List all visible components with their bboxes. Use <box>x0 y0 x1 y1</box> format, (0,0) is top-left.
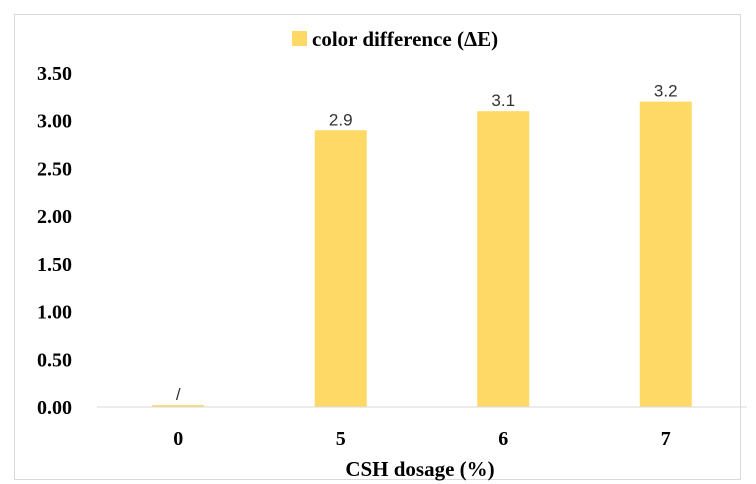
x-axis-tick-labels: 0 5 6 7 <box>173 428 671 450</box>
y-tick-label: 0.00 <box>37 397 72 419</box>
bar <box>639 101 692 407</box>
y-axis-tick-labels: 0.00 0.50 1.00 1.50 2.00 2.50 3.00 3.50 <box>37 63 72 419</box>
y-tick-label: 3.50 <box>37 63 72 85</box>
bar <box>477 111 530 408</box>
chart-frame <box>14 14 741 480</box>
y-tick-label: 0.50 <box>37 349 72 371</box>
y-tick-label: 1.00 <box>37 302 72 324</box>
x-tick-label: 7 <box>661 428 671 450</box>
x-tick-label: 0 <box>173 428 183 450</box>
legend: color difference (ΔE) <box>292 27 498 51</box>
legend-swatch <box>292 31 307 46</box>
legend-label: color difference (ΔE) <box>312 27 498 51</box>
data-label: 3.1 <box>491 91 515 110</box>
bars <box>152 101 692 408</box>
bar <box>152 405 205 407</box>
y-tick-label: 1.50 <box>37 254 72 276</box>
bar <box>314 130 367 407</box>
data-label: 3.2 <box>654 82 678 101</box>
y-tick-label: 2.50 <box>37 158 72 180</box>
y-tick-label: 2.00 <box>37 206 72 228</box>
x-tick-label: 6 <box>498 428 508 450</box>
data-label: 2.9 <box>329 110 353 129</box>
data-labels: / 2.9 3.1 3.2 <box>176 82 678 404</box>
x-tick-label: 5 <box>336 428 346 450</box>
x-axis-title: CSH dosage (%) <box>345 457 494 481</box>
y-tick-label: 3.00 <box>37 111 72 133</box>
data-label: / <box>176 385 181 404</box>
